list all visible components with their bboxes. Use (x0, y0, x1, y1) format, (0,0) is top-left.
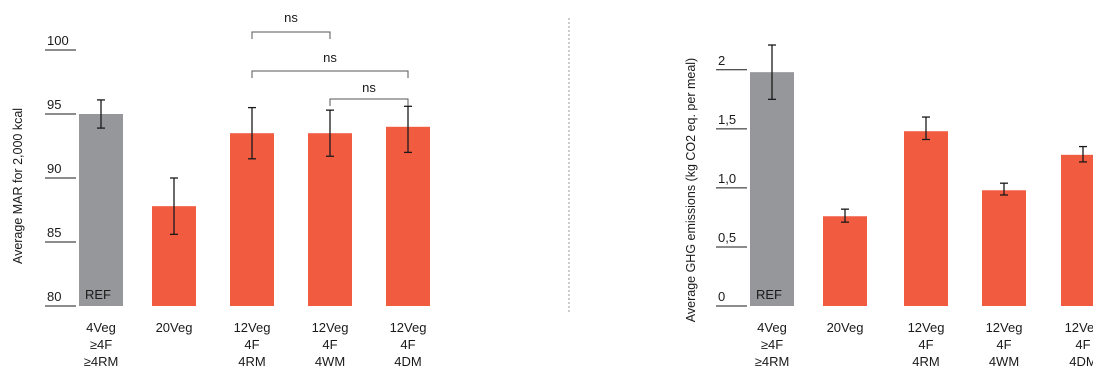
category-label: 4DM (1069, 354, 1093, 369)
category-label: 12Veg (986, 320, 1023, 335)
bar (1061, 154, 1093, 306)
category-label: 4DM (394, 354, 421, 369)
significance-label: ns (362, 80, 376, 95)
significance-bracket (251, 31, 331, 39)
category-label: ≥4RM (755, 354, 790, 369)
category-label: ≥4F (761, 337, 783, 352)
bar (79, 114, 123, 306)
y-tick-label: 1,5 (718, 112, 736, 127)
category-label: 4F (996, 337, 1011, 352)
y-tick-label: 95 (47, 97, 61, 112)
category-label: 12Veg (312, 320, 349, 335)
y-tick-label: 80 (47, 289, 61, 304)
category-label: ≥4RM (84, 354, 119, 369)
bar (904, 131, 948, 306)
mar-chart: 80 85 90 95 100 Average MAR for 2,000 kcal REF… (11, 10, 430, 369)
category-label: 4F (918, 337, 933, 352)
category-label: 12Veg (390, 320, 427, 335)
category-label: 4RM (912, 354, 939, 369)
category-label: 4Veg (86, 320, 116, 335)
category-label: 20Veg (156, 320, 193, 335)
category-label: 20Veg (827, 320, 864, 335)
y-axis-label: Average MAR for 2,000 kcal (11, 108, 25, 264)
significance-bracket (251, 70, 409, 78)
bar (386, 126, 430, 306)
category-label: 12Veg (234, 320, 271, 335)
category-label: 4WM (315, 354, 345, 369)
bar (308, 133, 352, 306)
y-tick-label: 0 (718, 289, 725, 304)
category-label: 4F (244, 337, 259, 352)
y-axis-label: Average GHG emissions (kg CO2 eq. per me… (684, 58, 698, 322)
bar (230, 133, 274, 306)
category-label: 4F (400, 337, 415, 352)
y-tick-label: 85 (47, 225, 61, 240)
category-label: 12Veg (908, 320, 945, 335)
ghg-chart: 0 0,5 1,0 1,5 2 Average GHG emissions (kg CO2… (684, 44, 1093, 369)
significance-bracket (329, 98, 409, 106)
category-label: 4F (322, 337, 337, 352)
bar-label-ref: REF (756, 287, 782, 302)
bar (982, 190, 1026, 306)
y-tick-label: 100 (47, 33, 69, 48)
y-tick-label: 0,5 (718, 230, 736, 245)
category-label: 4F (1075, 337, 1090, 352)
category-label: 4Veg (757, 320, 787, 335)
y-tick-label: 1,0 (718, 171, 736, 186)
significance-label: ns (284, 10, 298, 25)
category-label: 4WM (989, 354, 1019, 369)
category-label: 4RM (238, 354, 265, 369)
category-label: ≥4F (90, 337, 112, 352)
category-label: 12Veg (1065, 320, 1093, 335)
y-tick-label: 2 (718, 53, 725, 68)
bar-label-ref: REF (85, 287, 111, 302)
significance-label: ns (323, 50, 337, 65)
bar (750, 72, 794, 307)
bar (823, 216, 867, 306)
y-tick-label: 90 (47, 161, 61, 176)
